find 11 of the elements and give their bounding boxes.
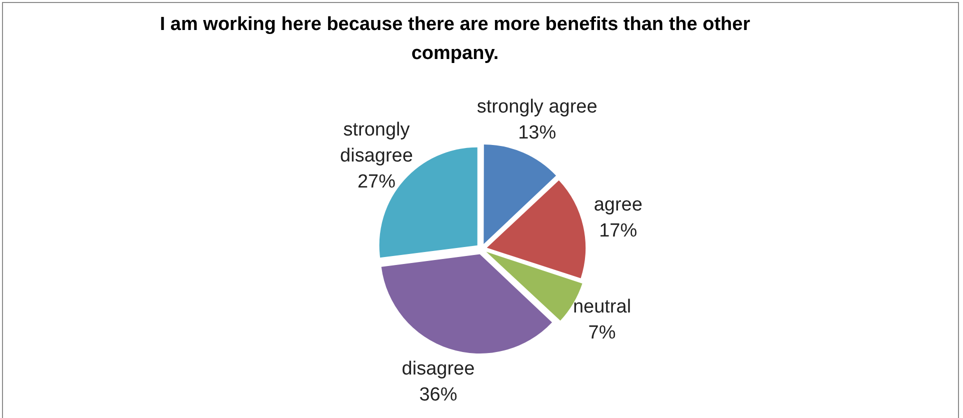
data-label: 7% [588,322,616,344]
slice-label: strongly agree [476,96,598,118]
data-label: 27% [357,172,396,193]
slice-label: agree [594,194,642,216]
chart-title: I am working here because there are more benefits than the other company. [158,13,752,66]
slice-label: neutral [572,296,632,318]
data-label: 36% [419,384,458,406]
slice-label: disagree [402,358,475,380]
data-label: 13% [518,122,556,144]
data-label: 17% [599,220,638,242]
slice-label: strongly disagree [340,120,413,167]
